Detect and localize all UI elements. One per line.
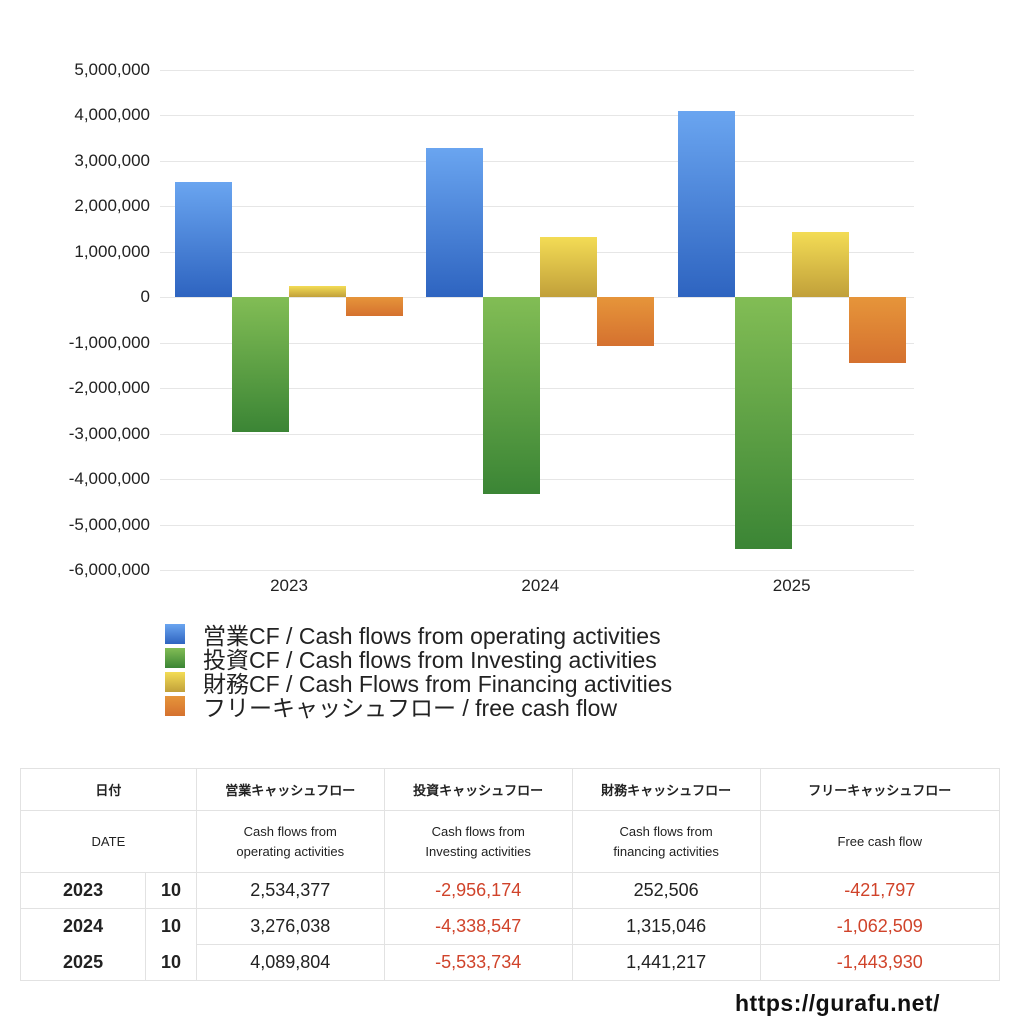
header-investing-jp: 投資キャッシュフロー [383, 768, 573, 811]
legend-swatch-icon [165, 648, 185, 668]
header-date-en: DATE [20, 810, 197, 873]
table-header-en: DATE Cash flows from operating activitie… [20, 810, 1001, 873]
bar-operating [677, 111, 735, 298]
y-tick-label: -1,000,000 [68, 332, 150, 352]
y-tick-label: 2,000,000 [74, 196, 150, 216]
site-url: https://gurafu.net/ [735, 990, 940, 1016]
legend-swatch-icon [165, 696, 185, 716]
legend-label: 財務CF / Cash Flows from Financing activit… [203, 671, 673, 697]
y-tick-label: -5,000,000 [68, 514, 150, 534]
x-tick-label: 2024 [521, 576, 560, 595]
table-header-jp: 日付 営業キャッシュフロー 投資キャッシュフロー 財務キャッシュフロー フリーキ… [20, 768, 1001, 811]
bar-financing [540, 237, 598, 298]
cell-free: -1,062,509 [759, 908, 1001, 945]
bar-operating [175, 182, 232, 298]
header-investing-en: Cash flows from Investing activities [383, 810, 573, 873]
cash-flow-bar-chart: 5,000,000 4,000,000 3,000,000 2,000,000 1,00… [68, 60, 914, 595]
y-tick-label: -3,000,000 [68, 423, 150, 443]
cell-financing: 1,441,217 [571, 944, 761, 981]
legend-item-free-cash-flow: フリーキャッシュフロー / free cash flow [165, 694, 672, 721]
table-row: 2024 10 3,276,038 -4,338,547 1,315,046 -… [19, 908, 1001, 945]
gridline [160, 570, 914, 571]
legend-item-investing: 投資CF / Cash flows from Investing activit… [165, 646, 672, 673]
y-tick-label: -4,000,000 [68, 469, 150, 489]
bar-financing [791, 231, 849, 298]
legend-label: 営業CF / Cash flows from operating activit… [203, 623, 661, 649]
table-row: 2025 10 4,089,804 -5,533,734 1,441,217 -… [19, 944, 1001, 981]
legend-item-operating: 営業CF / Cash flows from operating activit… [165, 622, 672, 649]
legend-label: フリーキャッシュフロー / free cash flow [203, 695, 618, 721]
header-financing-jp: 財務キャッシュフロー [571, 768, 761, 811]
cell-operating: 2,534,377 [195, 872, 385, 909]
legend-swatch-icon [165, 624, 185, 644]
y-tick-label: -2,000,000 [68, 378, 150, 398]
gridline [160, 251, 914, 253]
header-financing-en: Cash flows from financing activities [571, 810, 761, 873]
gridline [160, 115, 914, 117]
bar-free-cash-flow [346, 297, 403, 317]
gridline [160, 524, 914, 526]
header-free-jp: フリーキャッシュフロー [759, 768, 1001, 811]
cell-month: 10 [145, 944, 197, 981]
bar-free-cash-flow [597, 297, 655, 346]
cell-month: 10 [145, 908, 197, 945]
y-tick-label: 5,000,000 [74, 60, 150, 79]
y-tick-label: 1,000,000 [74, 241, 150, 261]
x-tick-label: 2025 [772, 576, 811, 595]
cell-free: -421,797 [759, 872, 1001, 909]
cell-investing: -4,338,547 [383, 908, 573, 945]
cell-year: 2025 [19, 944, 147, 981]
x-tick-label: 2023 [270, 576, 308, 595]
cell-operating: 4,089,804 [195, 944, 385, 981]
gridline [160, 160, 914, 162]
cell-financing: 252,506 [571, 872, 761, 909]
y-tick-label: 4,000,000 [74, 105, 150, 125]
bar-financing [289, 285, 346, 298]
cell-operating: 3,276,038 [195, 908, 385, 945]
cell-investing: -5,533,734 [383, 944, 573, 981]
cell-month: 10 [145, 872, 197, 909]
header-operating-en: Cash flows from operating activities [195, 810, 385, 873]
legend-label: 投資CF / Cash flows from Investing activit… [203, 647, 657, 673]
gridline [160, 70, 914, 71]
chart-legend: 営業CF / Cash flows from operating activit… [165, 622, 672, 721]
table-row: 2023 10 2,534,377 -2,956,174 252,506 -42… [19, 872, 1001, 909]
legend-item-financing: 財務CF / Cash Flows from Financing activit… [165, 670, 672, 697]
cell-investing: -2,956,174 [383, 872, 573, 909]
cell-financing: 1,315,046 [571, 908, 761, 945]
y-tick-label: 3,000,000 [74, 150, 150, 170]
header-date-jp: 日付 [20, 768, 197, 811]
y-tick-label: -6,000,000 [68, 560, 150, 579]
header-free-en: Free cash flow [759, 810, 1001, 873]
legend-swatch-icon [165, 672, 185, 692]
bar-operating [426, 148, 484, 298]
bar-investing [483, 297, 541, 495]
bar-free-cash-flow [848, 297, 906, 363]
cash-flow-table: 日付 営業キャッシュフロー 投資キャッシュフロー 財務キャッシュフロー フリーキ… [19, 768, 1001, 981]
y-tick-label: 0 [140, 287, 150, 307]
header-operating-jp: 営業キャッシュフロー [195, 768, 385, 811]
bar-investing [232, 297, 289, 432]
cell-year: 2023 [19, 872, 147, 909]
cell-year: 2024 [19, 908, 147, 945]
cell-free: -1,443,930 [759, 944, 1001, 981]
bar-investing [734, 297, 792, 549]
gridline [160, 206, 914, 208]
